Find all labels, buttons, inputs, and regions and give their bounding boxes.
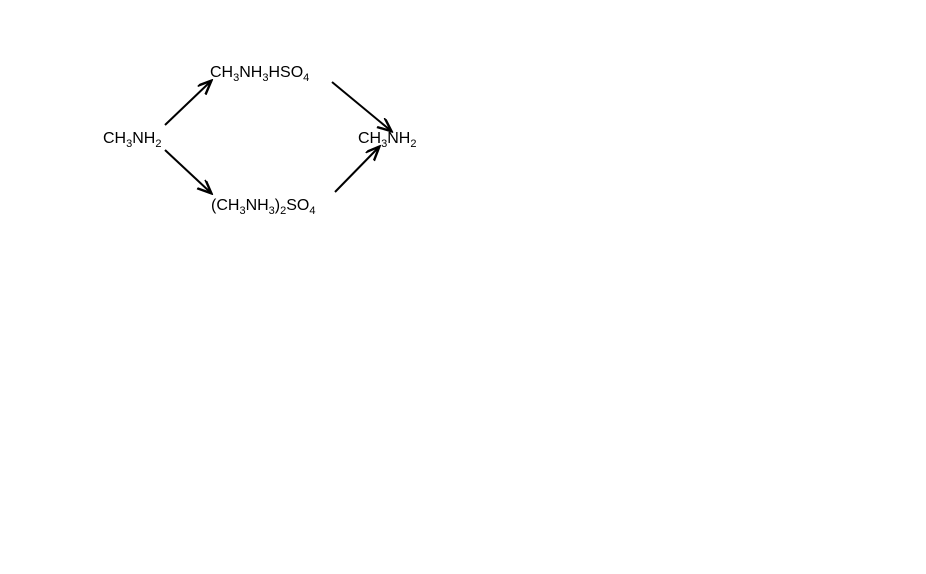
edge-top-to-right [332, 82, 390, 130]
node-top: CH3NH3HSO4 [210, 65, 309, 81]
diagram-canvas: CH3NH2 CH3NH3HSO4 (CH3NH3)2SO4 CH3NH2 [0, 0, 926, 574]
edge-bottom-to-right [335, 148, 378, 192]
edge-left-to-top [165, 82, 210, 125]
arrows-layer [0, 0, 926, 574]
node-right: CH3NH2 [358, 131, 416, 147]
node-left: CH3NH2 [103, 131, 161, 147]
edge-left-to-bottom [165, 150, 210, 192]
node-bottom: (CH3NH3)2SO4 [211, 198, 316, 214]
